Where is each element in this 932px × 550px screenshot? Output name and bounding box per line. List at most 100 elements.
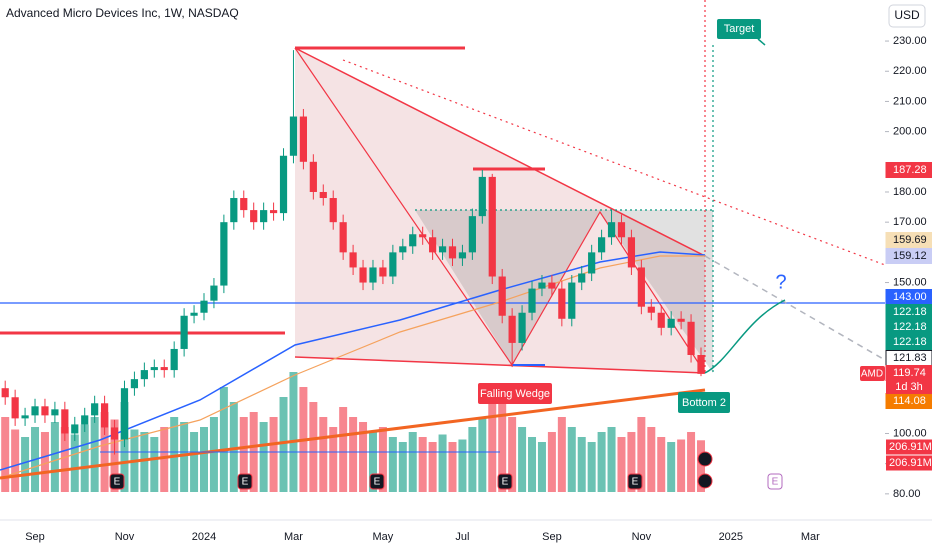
candle-body xyxy=(339,222,347,253)
volume-tag-label: 206.91M xyxy=(889,457,932,469)
volume-bar xyxy=(537,442,546,492)
candle-body xyxy=(588,252,596,274)
earnings-marker xyxy=(109,473,125,490)
volume-bar xyxy=(607,427,616,492)
bottom-label: Bottom 2 xyxy=(682,397,726,409)
price-tag-label: 159.12 xyxy=(893,250,927,262)
candle-body xyxy=(409,234,417,247)
volume-bar xyxy=(229,402,238,492)
target-label: Target xyxy=(724,23,755,35)
earnings-marker xyxy=(369,473,385,490)
candle-body xyxy=(250,210,258,223)
candle-body xyxy=(120,388,129,440)
wedge-box xyxy=(478,383,552,404)
x-tick-label: May xyxy=(373,531,394,543)
volume-bar xyxy=(587,442,596,492)
candle-body xyxy=(61,409,69,434)
event-icon xyxy=(697,473,713,489)
volume-bar xyxy=(289,372,298,492)
candle-body xyxy=(568,282,576,319)
candle-body xyxy=(468,216,476,253)
candle-body xyxy=(130,379,139,389)
volume-bar xyxy=(80,424,89,492)
candle-body xyxy=(369,267,377,283)
volume-bar xyxy=(528,437,537,492)
volume-bar xyxy=(697,440,705,492)
y-tick-label: 80.00 xyxy=(893,488,921,500)
candle-body xyxy=(309,161,317,192)
y-tick-label: 100.00 xyxy=(893,427,927,439)
volume-bar xyxy=(577,437,586,492)
wedge-label: Falling Wedge xyxy=(480,388,550,400)
volume-bar xyxy=(50,422,59,492)
volume-bar xyxy=(677,439,686,492)
volume-bar xyxy=(488,387,497,492)
price-tag-label: 187.28 xyxy=(893,164,927,176)
candle-body xyxy=(438,246,447,253)
candle-body xyxy=(160,367,168,371)
candle-body xyxy=(607,222,616,238)
volume-bar xyxy=(627,432,636,492)
candle-body xyxy=(578,273,586,283)
volume-bar xyxy=(518,427,527,492)
volume-bar xyxy=(1,417,10,492)
candle-body xyxy=(110,427,119,440)
x-tick-label: 2025 xyxy=(719,531,743,543)
candle-body xyxy=(349,252,357,268)
ma-line xyxy=(0,251,706,471)
candle-body xyxy=(299,116,307,162)
candle-body xyxy=(448,246,457,259)
candle-body xyxy=(458,252,467,259)
candle-body xyxy=(667,318,675,328)
volume-tag-label: 206.91M xyxy=(889,441,932,453)
volume-bar xyxy=(498,402,507,492)
projection-curve xyxy=(704,299,786,374)
candle-body xyxy=(1,388,9,398)
candle-body xyxy=(687,321,695,355)
currency[interactable]: USD xyxy=(894,8,920,22)
earnings-label: E xyxy=(114,477,121,488)
candle-body xyxy=(677,318,685,322)
volume-bar xyxy=(687,432,696,492)
volume-bar xyxy=(70,434,79,492)
volume-bar xyxy=(319,417,328,492)
y-tick-label: 170.00 xyxy=(893,216,927,228)
candle-body xyxy=(598,237,606,253)
earnings-label: E xyxy=(632,477,639,488)
price-tag xyxy=(885,232,932,248)
price-tag-label: 122.18 xyxy=(893,306,927,318)
price-tag-label: 122.18 xyxy=(893,321,927,333)
candle-body xyxy=(528,288,536,313)
candle-body xyxy=(140,370,148,380)
price-tag-label: 122.18 xyxy=(893,336,927,348)
earnings-label: E xyxy=(374,477,381,488)
earnings-label: E xyxy=(772,477,779,488)
volume-bar xyxy=(597,432,606,492)
candle-body xyxy=(558,288,566,319)
volume-bar xyxy=(388,437,397,492)
volume-bar xyxy=(329,427,338,492)
y-tick-label: 180.00 xyxy=(893,186,927,198)
volume-bar xyxy=(11,429,20,492)
volume-bar xyxy=(508,417,517,492)
y-tick-label: 200.00 xyxy=(893,126,927,138)
candle-body xyxy=(657,312,665,328)
volume-bar xyxy=(657,437,666,492)
candle-body xyxy=(101,403,109,428)
candle-body xyxy=(319,191,327,199)
candle-body xyxy=(429,237,437,253)
earnings-label: E xyxy=(242,477,249,488)
candle-body xyxy=(697,354,705,374)
candle-body xyxy=(647,306,655,313)
x-tick-label: Nov xyxy=(632,531,652,543)
y-tick-label: 210.00 xyxy=(893,95,927,107)
earnings-marker xyxy=(237,473,253,490)
event-icon xyxy=(697,451,713,467)
volume-bar xyxy=(160,427,169,492)
volume-layer xyxy=(1,372,705,492)
currency-button[interactable] xyxy=(888,4,926,28)
candle-body xyxy=(150,367,158,371)
countdown-tag xyxy=(886,380,932,394)
price-tag xyxy=(885,162,932,178)
